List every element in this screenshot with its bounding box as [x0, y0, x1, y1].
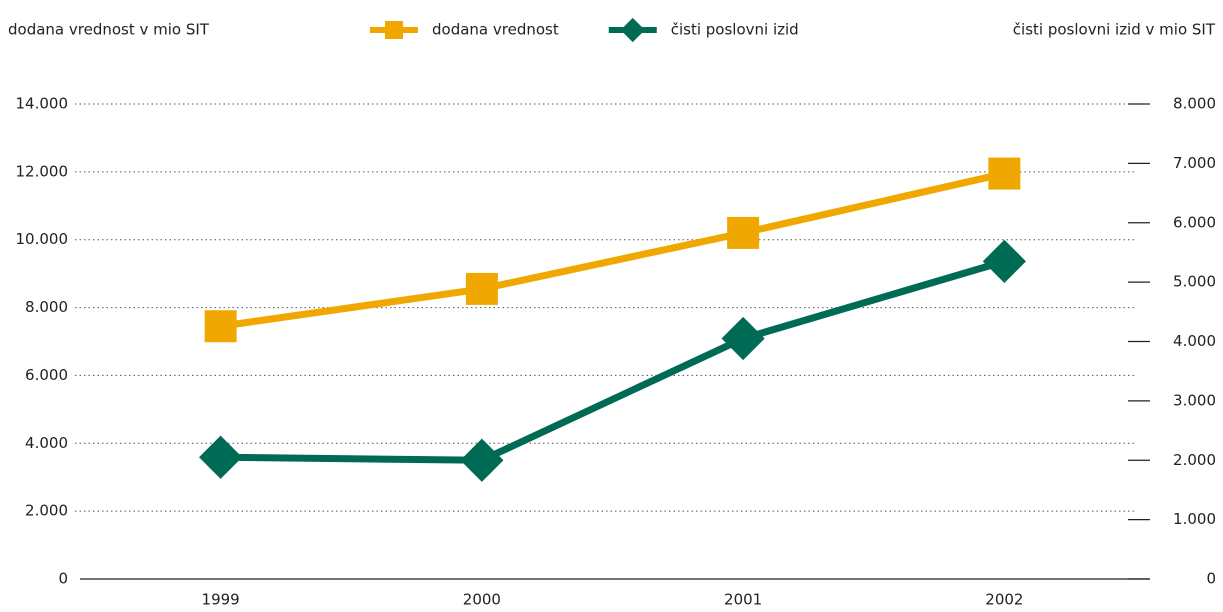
y-tick-label: 2.000	[25, 502, 68, 520]
y2-axis-title: čisti poslovni izid v mio SIT	[1013, 21, 1216, 39]
legend-label: dodana vrednost	[432, 21, 559, 39]
marker	[982, 239, 1026, 283]
marker	[465, 272, 498, 305]
marker	[385, 21, 403, 39]
y2-tick-label: 7.000	[1173, 154, 1216, 172]
marker	[204, 310, 237, 343]
marker	[199, 435, 243, 479]
series-line	[220, 170, 1006, 330]
y-axis-title: dodana vrednost v mio SIT	[8, 21, 210, 39]
y-tick-label: 10.000	[16, 230, 69, 248]
y2-tick-label: 2.000	[1173, 451, 1216, 469]
x-tick-label: 2000	[463, 591, 501, 609]
y-tick-label: 0	[58, 570, 68, 588]
marker	[460, 438, 504, 482]
x-tick-label: 2002	[985, 591, 1023, 609]
y2-tick-label: 6.000	[1173, 213, 1216, 231]
y2-tick-label: 0	[1206, 570, 1216, 588]
marker	[988, 157, 1021, 190]
marker	[727, 216, 760, 249]
x-tick-label: 1999	[202, 591, 240, 609]
legend-label: čisti poslovni izid	[671, 21, 799, 39]
y2-tick-label: 1.000	[1173, 510, 1216, 528]
y-tick-label: 6.000	[25, 366, 68, 384]
series-line	[220, 257, 1006, 464]
y-tick-label: 8.000	[25, 298, 68, 316]
marker	[721, 316, 765, 361]
y2-tick-label: 8.000	[1173, 95, 1216, 113]
marker	[620, 17, 645, 43]
x-tick-label: 2001	[724, 591, 762, 609]
y2-tick-label: 5.000	[1173, 273, 1216, 291]
y2-tick-label: 4.000	[1173, 332, 1216, 350]
y-tick-label: 14.000	[16, 95, 69, 113]
y2-tick-label: 3.000	[1173, 391, 1216, 409]
y-tick-label: 12.000	[16, 162, 69, 180]
y-tick-label: 4.000	[25, 434, 68, 452]
